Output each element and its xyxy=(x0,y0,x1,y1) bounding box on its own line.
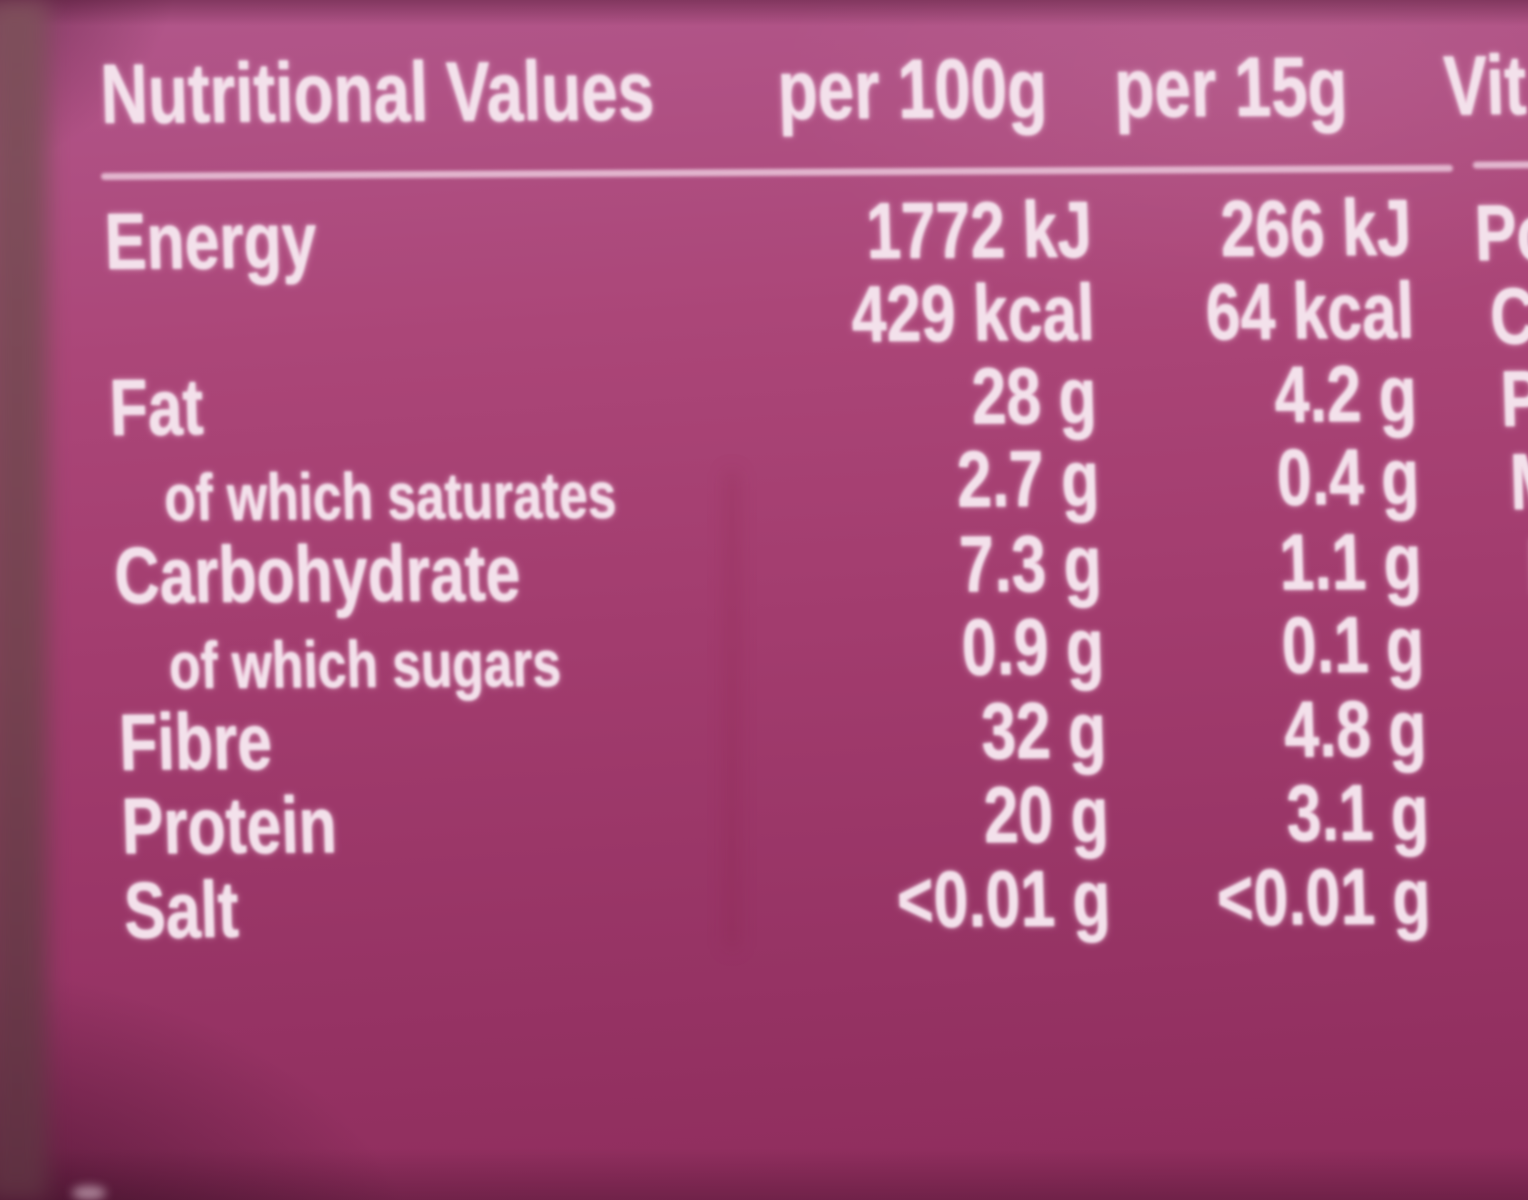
value-per-100g: <0.01 g xyxy=(896,853,1113,945)
value-per-15g: <0.01 g xyxy=(1216,851,1433,943)
value-per-100g: 0.9 g xyxy=(960,601,1105,692)
nutrient-label: Carbohydrate xyxy=(113,528,522,620)
table-row: Fat 28 g 4.2 g xyxy=(10,349,1528,452)
value-per-100g: 1772 kJ xyxy=(864,185,1093,276)
value-per-15g: 64 kcal xyxy=(1204,266,1416,357)
side-row-partial: Ca xyxy=(1488,271,1528,361)
divider-line-side xyxy=(1472,161,1528,169)
divider-line xyxy=(100,164,1454,181)
nutrient-sublabel: of which sugars xyxy=(168,626,563,703)
nutrient-label xyxy=(106,285,108,365)
value-per-100g: 28 g xyxy=(970,350,1098,441)
nutrient-label: Salt xyxy=(122,865,240,955)
side-row-partial: M xyxy=(1508,437,1528,527)
nutrient-label: Fat xyxy=(108,362,205,452)
value-per-100g: 429 kcal xyxy=(849,267,1096,359)
table-row: Energy 1772 kJ 266 kJ xyxy=(6,183,1528,286)
value-per-15g: 266 kJ xyxy=(1219,183,1413,274)
value-per-15g: 4.2 g xyxy=(1272,349,1418,439)
value-per-15g: 0.4 g xyxy=(1275,432,1421,522)
nutrient-label: Protein xyxy=(120,780,338,871)
value-per-15g: 4.8 g xyxy=(1282,683,1428,774)
table-row: of which saturates 2.7 g 0.4 g xyxy=(13,432,1528,535)
value-per-15g: 0.1 g xyxy=(1280,599,1425,690)
partial-glyph xyxy=(72,1186,106,1200)
column-header-per-100g: per 100g xyxy=(776,41,1049,137)
value-per-100g: 20 g xyxy=(982,769,1110,860)
value-per-100g: 32 g xyxy=(979,685,1108,776)
nutrient-label: Fibre xyxy=(118,697,274,787)
package-edge-shadow xyxy=(0,0,48,1200)
value-per-15g: 3.1 g xyxy=(1285,767,1430,858)
value-per-15g: 1.1 g xyxy=(1277,517,1423,607)
column-header-per-15g: per 15g xyxy=(1113,39,1349,135)
side-row-partial: Po xyxy=(1473,188,1528,278)
value-per-100g: 2.7 g xyxy=(955,433,1101,524)
side-row-partial: P xyxy=(1499,354,1528,444)
nutrient-label: Energy xyxy=(103,195,318,287)
value-per-100g: 7.3 g xyxy=(957,518,1103,609)
nutrient-sublabel: of which saturates xyxy=(163,457,618,535)
packaging-crease xyxy=(726,470,738,950)
column-header-vitamins-partial: Vit xyxy=(1442,38,1528,133)
